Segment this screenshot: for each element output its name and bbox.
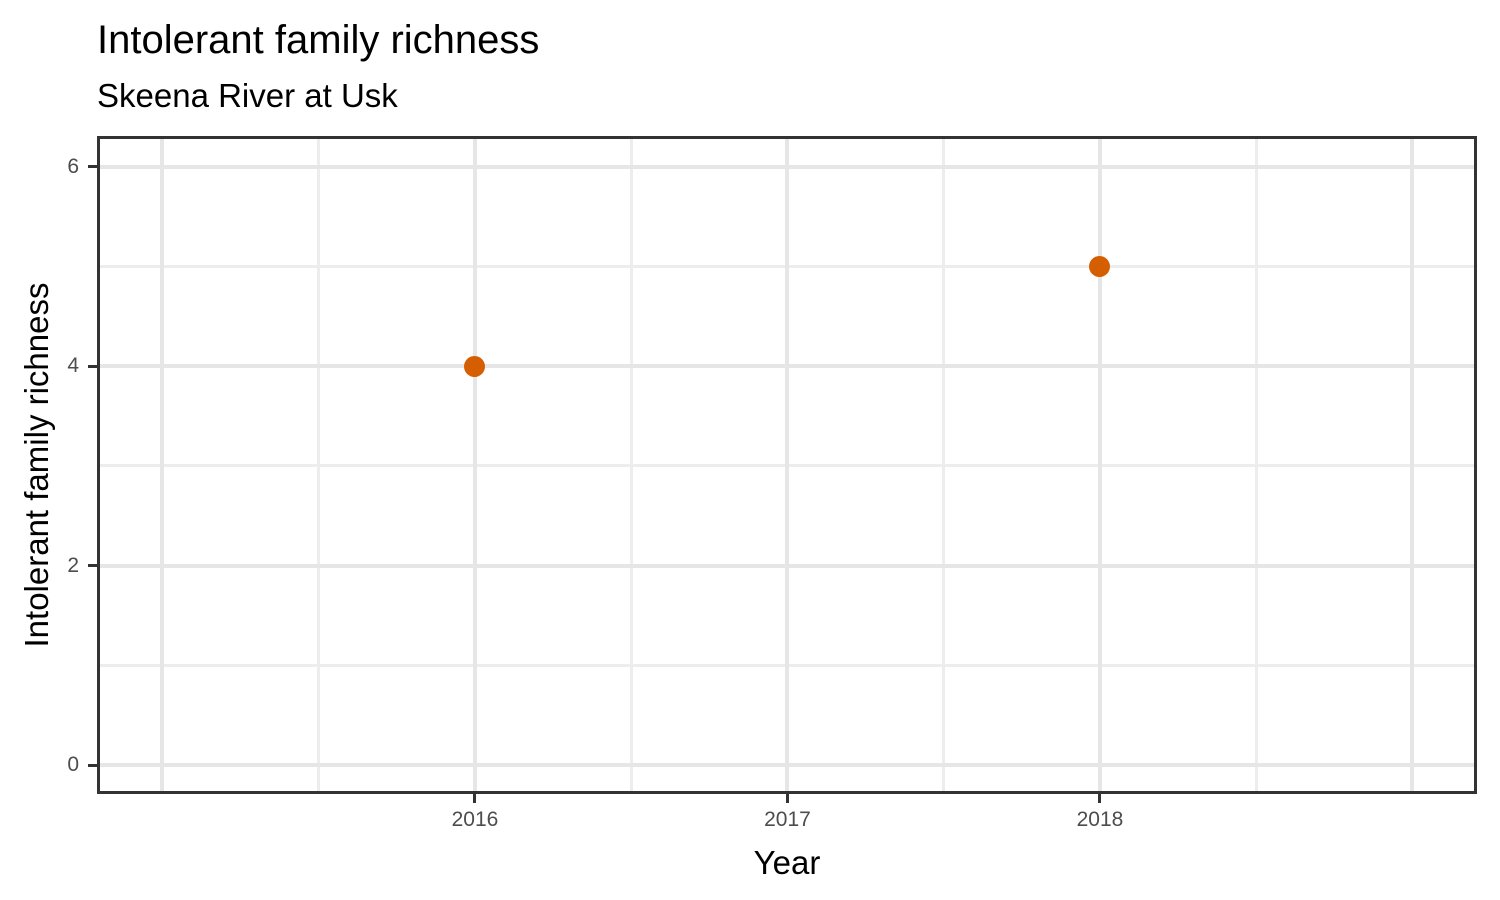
chart-title: Intolerant family richness	[97, 18, 540, 62]
y-major-gridline	[100, 364, 1474, 369]
y-tick-mark	[88, 364, 97, 368]
x-major-gridline	[785, 139, 790, 791]
y-tick-label: 0	[67, 753, 79, 777]
y-tick-label: 6	[67, 154, 79, 178]
x-major-gridline	[160, 139, 165, 791]
y-major-gridline	[100, 763, 1474, 768]
x-tick-label: 2018	[1076, 808, 1124, 831]
y-tick-mark	[88, 763, 97, 767]
x-major-gridline	[1410, 139, 1415, 791]
data-point	[464, 355, 486, 377]
y-tick-mark	[88, 165, 97, 169]
chart-subtitle: Skeena River at Usk	[97, 77, 398, 114]
y-axis-title: Intolerant family richness	[18, 282, 55, 648]
y-major-gridline	[100, 563, 1474, 568]
x-major-gridline	[1097, 139, 1102, 791]
y-tick-label: 4	[67, 354, 79, 378]
x-tick-mark	[1098, 794, 1102, 803]
x-axis-title: Year	[753, 844, 821, 881]
y-tick-label: 2	[67, 553, 79, 577]
y-tick-mark	[88, 564, 97, 568]
x-tick-label: 2017	[764, 808, 811, 831]
x-tick-label: 2016	[451, 808, 499, 831]
data-point	[1089, 256, 1111, 278]
x-tick-mark	[785, 794, 789, 803]
y-major-gridline	[100, 164, 1474, 169]
x-tick-mark	[473, 794, 477, 803]
plot-panel	[97, 136, 1477, 794]
x-major-gridline	[472, 139, 477, 791]
